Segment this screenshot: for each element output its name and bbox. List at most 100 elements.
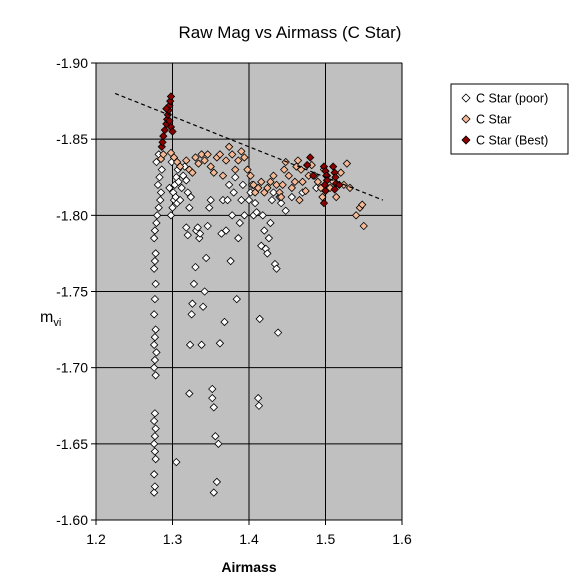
data-point (332, 192, 341, 202)
data-point (150, 482, 160, 491)
data-point (188, 299, 197, 308)
data-point (293, 156, 303, 165)
data-point (157, 165, 166, 174)
data-point (149, 363, 159, 372)
data-point (325, 183, 335, 193)
data-point (182, 176, 191, 185)
data-point (359, 221, 368, 231)
x-tick-label: 1.6 (392, 531, 412, 547)
data-point (272, 264, 281, 273)
data-point (313, 177, 323, 186)
data-point (195, 229, 205, 238)
data-point (209, 168, 218, 177)
data-point (335, 180, 344, 190)
data-point (235, 218, 244, 228)
y-axis-label-main: m (40, 309, 53, 326)
data-point (309, 171, 318, 180)
data-point (205, 203, 214, 212)
data-point (211, 432, 220, 441)
data-point (301, 186, 310, 196)
data-point (152, 218, 161, 228)
data-point (238, 180, 248, 190)
data-point (149, 234, 159, 243)
data-point (203, 221, 212, 231)
data-point (254, 401, 264, 410)
data-point (209, 488, 218, 497)
x-tick-labels: 1.2 1.3 1.4 1.5 1.6 (86, 531, 412, 547)
x-axis-label: Airmass (221, 559, 276, 575)
data-point (280, 165, 289, 174)
data-point (321, 186, 330, 196)
data-point (276, 198, 286, 208)
data-point (206, 195, 215, 205)
data-point (151, 249, 160, 258)
data-point (250, 198, 260, 208)
data-point (191, 262, 200, 272)
legend-label: C Star (Best) (476, 134, 548, 148)
legend-label: C Star (poor) (476, 92, 548, 106)
data-point (197, 150, 206, 159)
data-point (185, 203, 194, 212)
data-point (287, 183, 297, 193)
data-point (276, 192, 286, 202)
data-point (151, 325, 160, 334)
data-point (212, 477, 222, 487)
data-point (224, 142, 234, 151)
legend-marker (461, 114, 471, 124)
data-point (152, 348, 161, 357)
x-tick-label: 1.4 (239, 531, 259, 547)
data-point (284, 171, 293, 180)
data-point (209, 403, 218, 412)
data-point (177, 183, 186, 193)
data-point (156, 195, 165, 205)
data-point (208, 393, 217, 403)
y-axis-label-sub: vi (53, 317, 61, 329)
data-point (296, 165, 306, 174)
data-point (257, 241, 266, 250)
data-point (258, 211, 267, 220)
data-point (194, 159, 203, 168)
x-tick-label: 1.3 (163, 531, 183, 547)
data-point (201, 253, 211, 263)
data-point (154, 203, 163, 212)
data-point (182, 156, 191, 165)
data-point (224, 180, 234, 190)
data-point (226, 256, 235, 266)
data-point (149, 439, 159, 448)
data-point (240, 153, 249, 162)
data-point (263, 183, 272, 193)
data-point (151, 454, 160, 464)
data-point (200, 156, 209, 165)
data-point (215, 150, 225, 159)
data-point (231, 173, 240, 182)
data-point (229, 188, 238, 197)
data-point (232, 294, 241, 304)
y-tick-label: -1.90 (56, 55, 88, 71)
data-point (150, 226, 160, 235)
x-tick-label: 1.5 (316, 531, 336, 547)
data-point (266, 177, 275, 186)
data-point (193, 223, 202, 232)
data-point (243, 165, 252, 174)
data-point (182, 223, 191, 232)
data-point (237, 195, 246, 205)
data-point (269, 188, 278, 197)
data-point (237, 147, 246, 156)
data-point (281, 206, 290, 215)
data-point (150, 333, 160, 342)
data-point (153, 180, 163, 190)
data-point (175, 162, 185, 171)
y-tick-label: -1.75 (56, 284, 88, 300)
y-tick-label: -1.65 (56, 436, 88, 452)
data-point (166, 211, 176, 220)
data-point (246, 171, 255, 180)
y-tick-label: -1.60 (56, 512, 88, 528)
data-point (302, 160, 312, 170)
data-point (149, 264, 159, 273)
data-point (290, 177, 300, 186)
data-point (150, 409, 160, 418)
data-point (260, 226, 269, 235)
data-point (215, 339, 225, 348)
legend-marker (461, 135, 471, 145)
